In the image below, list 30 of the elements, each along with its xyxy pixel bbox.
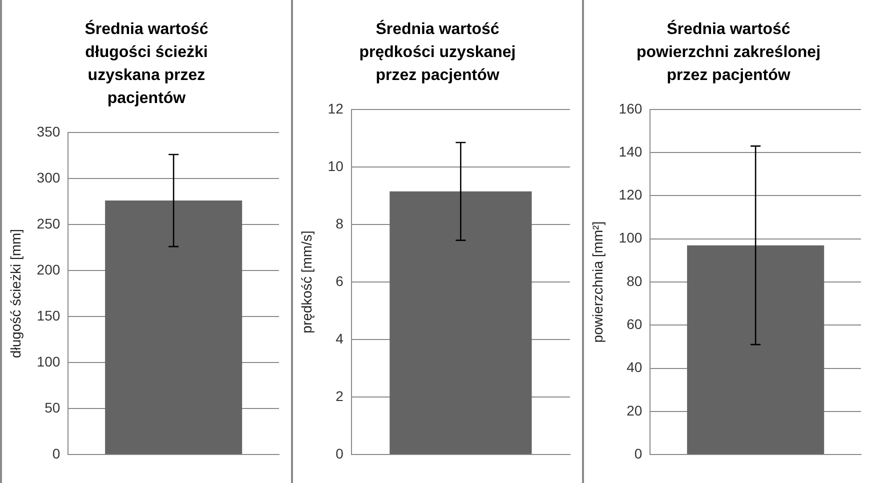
chart-title: Średnia wartość prędkości uzyskanej przez pacjentów: [358, 18, 517, 86]
y-tick-label: 350: [36, 123, 60, 140]
y-axis-title: powierzchnia [mm²]: [589, 221, 606, 343]
y-tick-label: 0: [336, 445, 344, 462]
y-tick-label: 160: [618, 100, 642, 116]
y-tick-label: 6: [336, 272, 344, 289]
y-tick-label: 60: [626, 316, 642, 332]
y-axis-title: długość ścieżki [mm]: [7, 228, 24, 358]
chart-title: Średnia wartość powierzchni zakreślonej przez pacjentów: [635, 18, 822, 86]
y-tick-label: 4: [336, 330, 344, 346]
y-tick-label: 40: [626, 359, 642, 376]
y-tick-label: 10: [328, 158, 344, 174]
y-tick-label: 20: [626, 402, 642, 418]
y-tick-label: 50: [44, 399, 60, 416]
y-tick-label: 100: [618, 230, 642, 246]
y-tick-label: 12: [328, 100, 344, 116]
y-tick-label: 250: [36, 215, 60, 232]
y-tick-label: 120: [618, 186, 642, 203]
y-tick-label: 0: [52, 445, 60, 462]
y-tick-label: 200: [36, 261, 60, 278]
chart-title: Średnia wartość długości ścieżki uzyskana przez pacjentów: [84, 18, 210, 109]
y-axis-title: prędkość [mm/s]: [298, 230, 314, 334]
y-tick-label: 100: [36, 353, 60, 370]
y-tick-label: 0: [634, 445, 642, 462]
y-tick-label: 8: [336, 215, 344, 232]
y-tick-label: 150: [36, 307, 60, 324]
y-tick-label: 80: [626, 272, 642, 289]
y-tick-label: 140: [618, 143, 642, 160]
y-tick-label: 300: [36, 169, 60, 186]
y-tick-label: 2: [336, 388, 344, 404]
